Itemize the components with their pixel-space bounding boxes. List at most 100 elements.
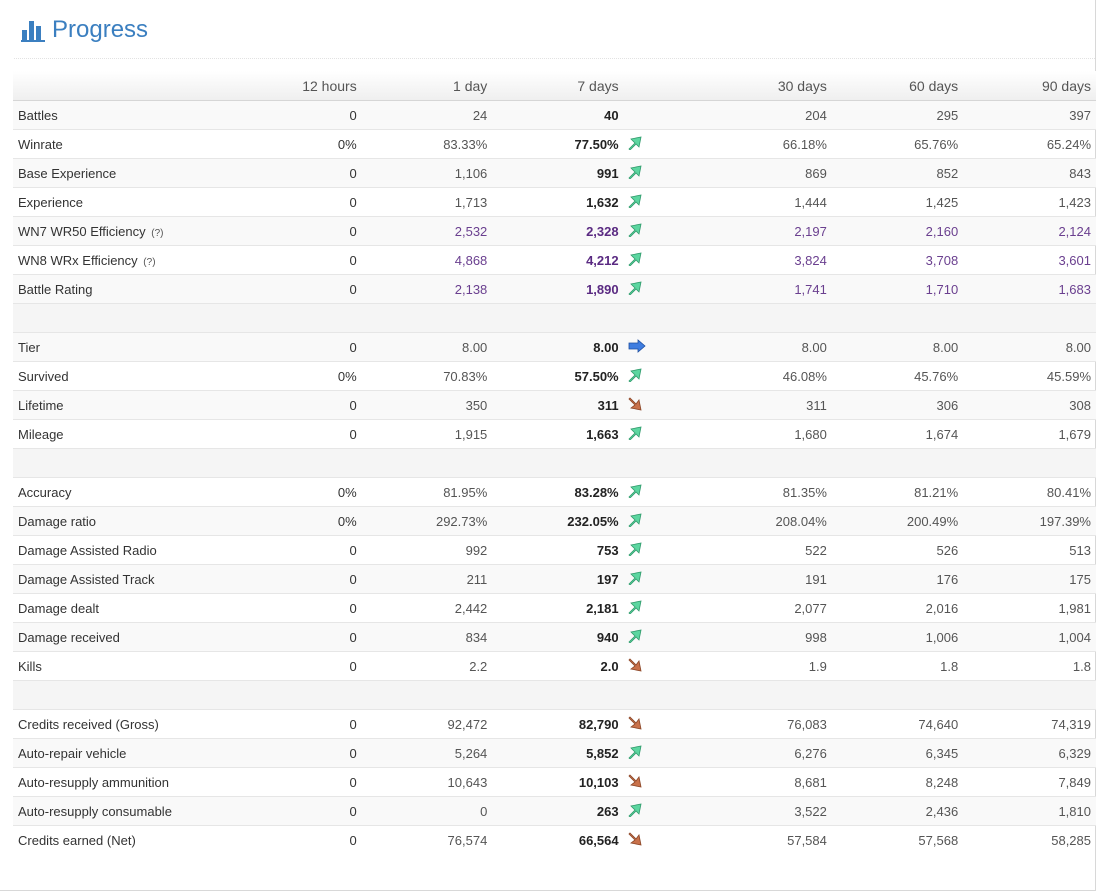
trend-down-arrow-icon [628,715,644,733]
cell-60-days: 1,425 [831,187,964,217]
cell-30-days: 208.04% [667,506,832,536]
table-row: WN8 WRx Efficiency (?) 0 4,868 4,212 3,824 3,… [13,245,1096,275]
cell-1-day: 81.95% [361,477,493,507]
cell-12-hours: 0 [188,245,362,275]
row-label: Tier [13,332,189,362]
cell-12-hours: 0 [188,825,362,854]
trend-up-arrow-icon [628,600,644,617]
header-30-days[interactable]: 30 days [667,71,832,101]
cell-60-days: 1.8 [831,651,964,681]
trend-cell [623,158,668,188]
cell-12-hours: 0 [188,419,362,449]
cell-12-hours: 0 [188,709,362,739]
row-label: Lifetime [13,390,189,420]
table-row: Auto-resupply ammunition 0 10,643 10,103 8,6… [13,767,1096,797]
cell-1-day: 292.73% [361,506,493,536]
cell-30-days: 998 [667,622,832,652]
cell-90-days: 74,319 [963,709,1096,739]
trend-cell [623,738,668,768]
progress-table: 12 hours 1 day 7 days 30 days 60 days 90… [13,71,1096,854]
cell-7-days: 2,328 [492,216,624,246]
row-label: Auto-repair vehicle [13,738,189,768]
cell-60-days: 200.49% [831,506,964,536]
cell-60-days: 526 [831,535,964,565]
header-divider [14,58,1095,59]
trend-cell [623,564,668,594]
cell-1-day: 70.83% [361,361,493,391]
cell-7-days: 40 [492,100,624,130]
cell-30-days: 869 [667,158,832,188]
header-label-column [13,71,189,101]
cell-30-days: 204 [667,100,832,130]
header-90-days[interactable]: 90 days [963,71,1096,101]
table-row: Credits received (Gross) 0 92,472 82,790 76,… [13,709,1096,739]
header-7-days[interactable]: 7 days [492,71,624,101]
cell-60-days: 852 [831,158,964,188]
group-spacer [13,303,1096,333]
cell-1-day: 2,442 [361,593,493,623]
section-header: Progress [20,14,148,46]
cell-90-days: 2,124 [963,216,1096,246]
trend-down-arrow-icon [628,831,644,849]
trend-up-arrow-icon [628,542,644,559]
trend-cell [623,506,668,536]
cell-1-day: 211 [361,564,493,594]
cell-90-days: 175 [963,564,1096,594]
cell-12-hours: 0% [188,361,362,391]
cell-1-day: 992 [361,535,493,565]
trend-cell [623,477,668,507]
help-link[interactable]: (?) [143,256,156,268]
row-label: Credits received (Gross) [13,709,189,739]
cell-90-days: 58,285 [963,825,1096,854]
cell-30-days: 1,680 [667,419,832,449]
cell-12-hours: 0 [188,332,362,362]
trend-cell [623,796,668,826]
cell-12-hours: 0 [188,274,362,304]
row-label: Credits earned (Net) [13,825,189,854]
cell-30-days: 57,584 [667,825,832,854]
cell-30-days: 1,741 [667,274,832,304]
cell-30-days: 76,083 [667,709,832,739]
row-label: Battle Rating [13,274,189,304]
help-link[interactable]: (?) [151,227,164,239]
table-row: Survived 0% 70.83% 57.50% 46.08% 45.76% 45.59% [13,361,1096,391]
trend-up-arrow-icon [628,136,644,153]
trend-up-arrow-icon [628,629,644,646]
table-row: Damage ratio 0% 292.73% 232.05% 208.04% 200.4… [13,506,1096,536]
cell-7-days: 991 [492,158,624,188]
trend-down-arrow-icon [628,773,644,791]
cell-90-days: 1,004 [963,622,1096,652]
cell-12-hours: 0 [188,796,362,826]
group-spacer [13,448,1096,478]
header-1-day[interactable]: 1 day [361,71,493,101]
cell-12-hours: 0 [188,622,362,652]
cell-60-days: 74,640 [831,709,964,739]
cell-12-hours: 0 [188,593,362,623]
table-row: Credits earned (Net) 0 76,574 66,564 57,584 5… [13,825,1096,854]
trend-cell [623,274,668,304]
trend-cell [623,245,668,275]
table-row: WN7 WR50 Efficiency (?) 0 2,532 2,328 2,197 2… [13,216,1096,246]
cell-30-days: 3,824 [667,245,832,275]
cell-60-days: 2,436 [831,796,964,826]
header-60-days[interactable]: 60 days [831,71,964,101]
cell-60-days: 295 [831,100,964,130]
cell-90-days: 3,601 [963,245,1096,275]
row-label: Damage received [13,622,189,652]
cell-90-days: 80.41% [963,477,1096,507]
row-label: Base Experience [13,158,189,188]
table-row: Damage dealt 0 2,442 2,181 2,077 2,016 1,981 [13,593,1096,623]
table-row: Base Experience 0 1,106 991 869 852 843 [13,158,1096,188]
cell-90-days: 1,810 [963,796,1096,826]
cell-12-hours: 0 [188,767,362,797]
cell-30-days: 311 [667,390,832,420]
cell-7-days: 311 [492,390,624,420]
trend-up-arrow-icon [628,426,644,443]
cell-7-days: 1,663 [492,419,624,449]
cell-30-days: 46.08% [667,361,832,391]
trend-up-arrow-icon [628,571,644,588]
row-label: Damage ratio [13,506,189,536]
trend-cell [623,129,668,159]
cell-30-days: 2,077 [667,593,832,623]
header-12-hours[interactable]: 12 hours [188,71,362,101]
